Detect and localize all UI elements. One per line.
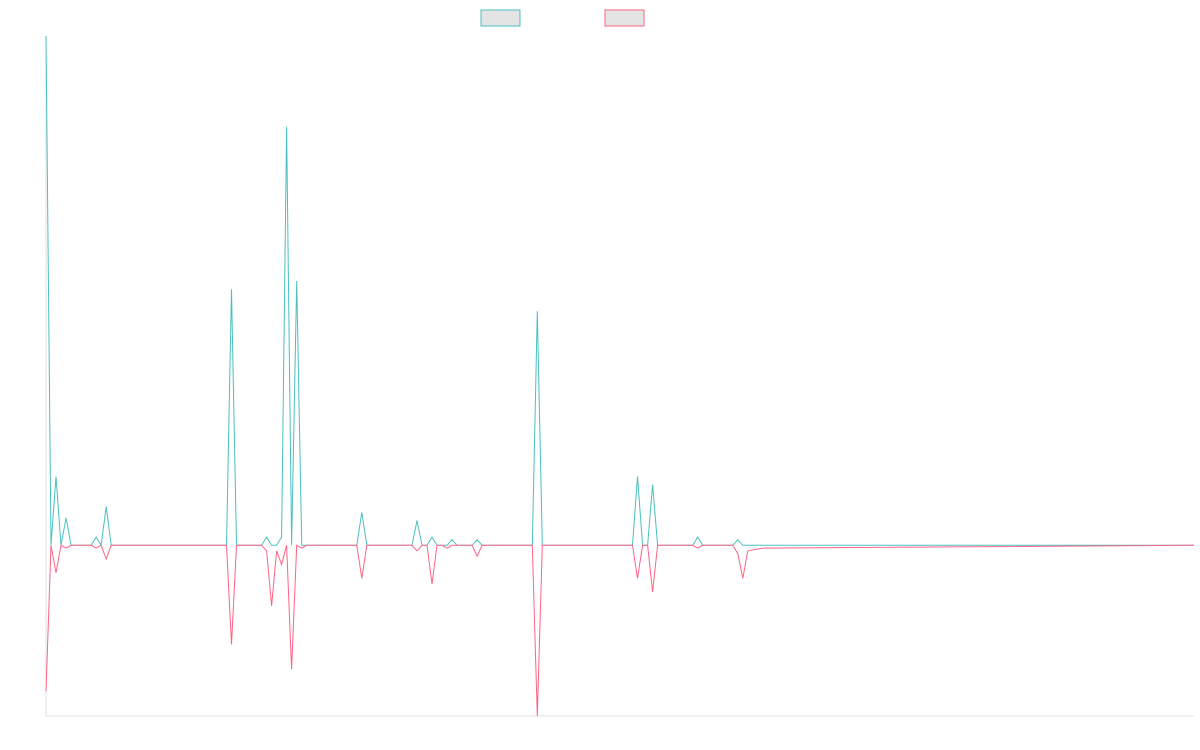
legend[interactable] — [480, 9, 645, 27]
series-line-1 — [45, 35, 1194, 547]
series-layer — [45, 35, 1195, 717]
series-line-2 — [45, 544, 1195, 717]
axes — [45, 36, 1194, 717]
legend-swatch-2[interactable] — [604, 9, 645, 27]
legend-swatch-1[interactable] — [480, 9, 521, 27]
